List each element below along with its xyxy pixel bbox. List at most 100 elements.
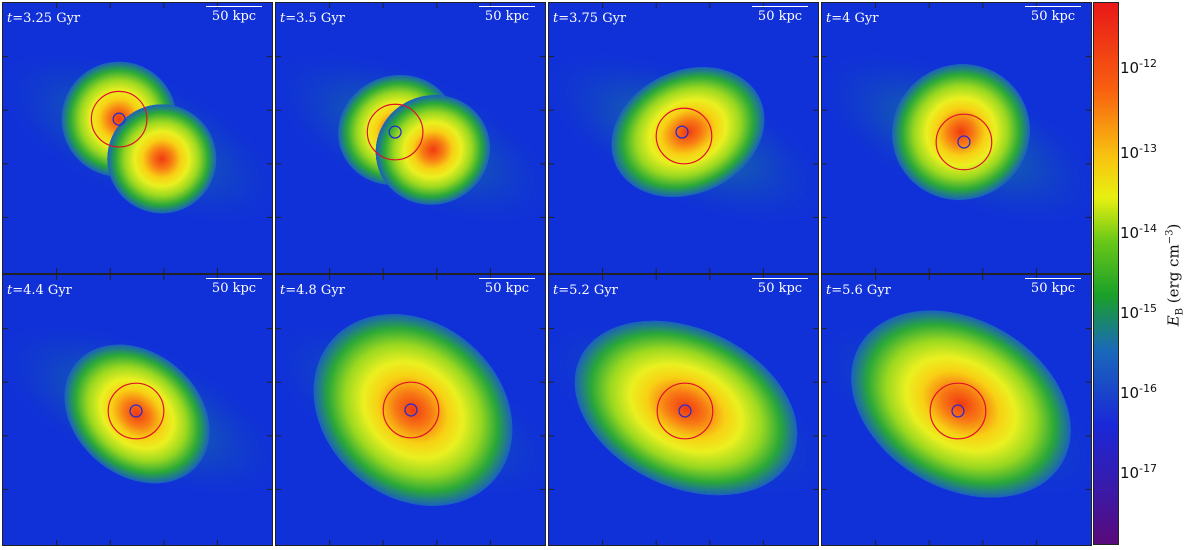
scale-bar: 50 kpc (206, 278, 262, 296)
time-label: t=5.2 Gyr (553, 283, 618, 298)
core-circle (951, 404, 965, 418)
time-value: =5.6 Gyr (831, 283, 891, 298)
aperture-ring (90, 90, 148, 148)
time-symbol: t (280, 283, 286, 298)
simulation-panel: t=5.6 Gyr 50 kpc (821, 274, 1092, 546)
time-symbol: t (7, 283, 13, 298)
scale-bar-label: 50 kpc (757, 281, 803, 296)
scale-bar-line (752, 6, 808, 7)
aperture-ring (655, 107, 713, 165)
scale-bar: 50 kpc (752, 278, 808, 296)
aperture-ring (366, 103, 424, 161)
time-value: =4.8 Gyr (285, 283, 345, 298)
colorbar-label-units-exp: −3 (1164, 229, 1176, 245)
scale-bar-line (206, 278, 262, 279)
scale-bar-label: 50 kpc (1030, 281, 1076, 296)
magnetic-energy-map (3, 3, 272, 273)
aperture-ring (107, 382, 165, 440)
magnetic-field-blob (891, 64, 1030, 201)
simulation-panel-grid: t=3.25 Gyr 50 kpc t=3.5 Gyr 50 kpc t=3.75 Gy… (2, 2, 1092, 546)
colorbar-tick-base: 10 (1120, 224, 1140, 242)
time-label: t=3.5 Gyr (280, 11, 345, 26)
magnetic-field-blob (574, 320, 798, 496)
colorbar-label-symbol: E (1164, 315, 1183, 327)
scale-bar-line (1025, 6, 1081, 7)
scale-bar-label: 50 kpc (211, 9, 257, 24)
time-value: =5.2 Gyr (558, 283, 618, 298)
scale-bar-line (1025, 278, 1081, 279)
time-symbol: t (553, 11, 559, 26)
colorbar (1093, 2, 1119, 545)
scale-bar: 50 kpc (479, 6, 535, 24)
core-circle (678, 404, 692, 418)
colorbar-label-units: (erg cm (1164, 244, 1183, 304)
simulation-panel: t=5.2 Gyr 50 kpc (548, 274, 819, 546)
colorbar-tick-label: 10-14 (1120, 222, 1157, 242)
time-symbol: t (826, 11, 832, 26)
simulation-panel: t=3.75 Gyr 50 kpc (548, 2, 819, 274)
scale-bar-line (752, 278, 808, 279)
core-circle (675, 125, 689, 139)
scale-bar-line (206, 6, 262, 7)
time-label: t=4.4 Gyr (7, 283, 72, 298)
scale-bar-label: 50 kpc (484, 281, 530, 296)
magnetic-energy-map (3, 275, 272, 545)
time-label: t=3.75 Gyr (553, 11, 626, 26)
colorbar-tick-exponent: -15 (1139, 302, 1158, 315)
colorbar-tick-base: 10 (1120, 59, 1140, 77)
colorbar-label-sub: B (1174, 307, 1186, 316)
magnetic-energy-map (549, 3, 818, 273)
scale-bar: 50 kpc (479, 278, 535, 296)
time-value: =3.5 Gyr (285, 11, 345, 26)
time-value: =4.4 Gyr (12, 283, 72, 298)
time-value: =4 Gyr (831, 11, 879, 26)
simulation-panel: t=4.8 Gyr 50 kpc (275, 274, 546, 546)
magnetic-energy-map (276, 3, 545, 273)
aperture-ring (656, 382, 714, 440)
scale-bar: 50 kpc (752, 6, 808, 24)
scale-bar-label: 50 kpc (757, 9, 803, 24)
magnetic-energy-map (276, 275, 545, 545)
aperture-ring (382, 381, 440, 439)
time-label: t=4.8 Gyr (280, 283, 345, 298)
magnetic-field-blob (64, 344, 210, 484)
core-circle (957, 135, 971, 149)
scale-bar: 50 kpc (1025, 6, 1081, 24)
colorbar-tick-base: 10 (1120, 464, 1140, 482)
colorbar-tick-label: 10-15 (1120, 302, 1157, 322)
time-symbol: t (280, 11, 286, 26)
colorbar-tick-exponent: -16 (1139, 382, 1158, 395)
time-symbol: t (826, 283, 832, 298)
time-label: t=5.6 Gyr (826, 283, 891, 298)
colorbar-tick-exponent: -13 (1139, 142, 1158, 155)
colorbar-tick-exponent: -14 (1139, 222, 1158, 235)
core-circle (129, 404, 143, 418)
magnetic-energy-map (549, 275, 818, 545)
magnetic-energy-map (822, 275, 1091, 545)
core-circle (112, 112, 126, 126)
colorbar-tick-label: 10-12 (1120, 57, 1157, 77)
scale-bar-label: 50 kpc (484, 9, 530, 24)
time-label: t=4 Gyr (826, 11, 878, 26)
colorbar-tick-label: 10-17 (1120, 462, 1157, 482)
time-value: =3.75 Gyr (558, 11, 627, 26)
core-circle (388, 125, 402, 139)
colorbar-tick-label: 10-16 (1120, 382, 1157, 402)
scale-bar-line (479, 6, 535, 7)
colorbar-tick-base: 10 (1120, 304, 1140, 322)
time-symbol: t (7, 11, 13, 26)
magnetic-field-blob (313, 313, 513, 507)
scale-bar-line (479, 278, 535, 279)
aperture-ring (929, 382, 987, 440)
colorbar-label: EB (erg cm−3) (1165, 224, 1186, 327)
time-value: =3.25 Gyr (12, 11, 81, 26)
aperture-ring (935, 113, 993, 171)
scale-bar: 50 kpc (1025, 278, 1081, 296)
colorbar-tick-exponent: -12 (1139, 57, 1158, 70)
scale-bar: 50 kpc (206, 6, 262, 24)
magnetic-field-blob (375, 94, 491, 205)
simulation-panel: t=3.25 Gyr 50 kpc (2, 2, 273, 274)
colorbar-tick-exponent: -17 (1139, 462, 1158, 475)
time-label: t=3.25 Gyr (7, 11, 80, 26)
magnetic-field-blob (851, 310, 1071, 498)
